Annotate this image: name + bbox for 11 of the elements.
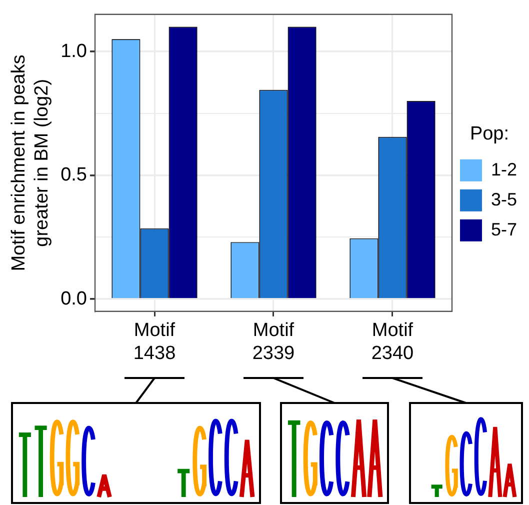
legend-label: 3-5	[490, 189, 517, 210]
x-tick-label: Motif 2340	[371, 320, 414, 364]
y-tick-label: 0.5	[60, 164, 88, 186]
x-tick-label: Motif 2339	[252, 320, 295, 364]
x-tick-label: Motif 1438	[133, 320, 176, 364]
legend-title: Pop:	[470, 123, 510, 144]
legend-label: 5-7	[490, 219, 517, 240]
legend-label: 1-2	[490, 159, 517, 180]
y-axis-title: Motif enrichment in peaks greater in BM (log2)	[8, 54, 52, 272]
y-tick-label: 1.0	[60, 40, 88, 62]
y-tick-label: 0.0	[60, 288, 88, 310]
